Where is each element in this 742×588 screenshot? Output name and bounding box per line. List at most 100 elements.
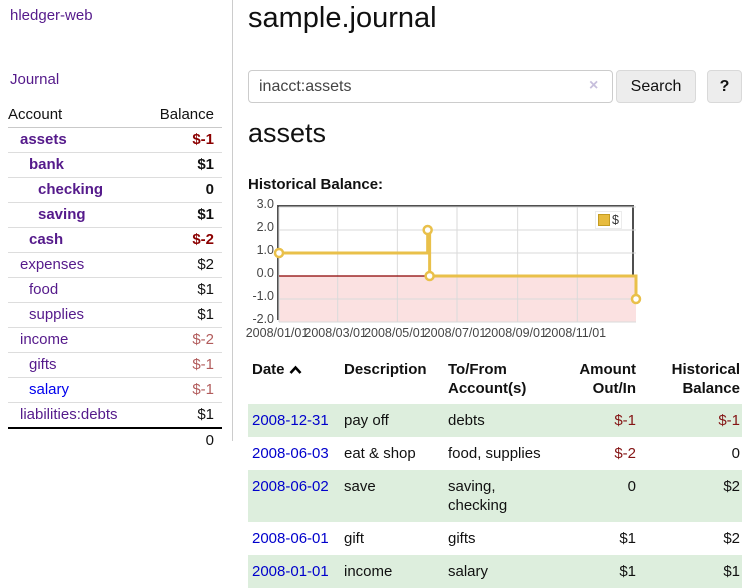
transaction-row: 2008-06-01 gift gifts $1 $2 (248, 522, 742, 555)
transaction-date-link[interactable]: 2008-01-01 (252, 563, 329, 580)
transaction-description: gift (344, 530, 365, 547)
account-row: cash $-2 (8, 227, 222, 253)
help-button[interactable]: ? (707, 70, 742, 103)
historical-balance-chart: $ 3.0 2.0 1.0 0.0 -1.0 -2.0 2008/01/01 2008/03/… (246, 197, 742, 348)
transaction-accounts: saving, checking (448, 470, 562, 522)
accounts-header-balance: Balance (144, 103, 222, 128)
register-header-tofrom: To/From Account(s) (448, 361, 527, 397)
account-balance: $-1 (144, 127, 222, 153)
transaction-amount: $-1 (562, 404, 638, 437)
account-row: gifts $-1 (8, 352, 222, 378)
y-axis-tick-label: 0.0 (256, 266, 274, 280)
transaction-date-link[interactable]: 2008-06-03 (252, 445, 329, 462)
x-axis-tick-label: 2008/07/01 (423, 326, 487, 340)
account-link[interactable]: salary (29, 381, 70, 398)
account-balance: $1 (144, 152, 222, 178)
account-balance: $2 (144, 252, 222, 278)
transaction-amount: 0 (562, 470, 638, 522)
register-header-description: Description (344, 361, 427, 378)
transaction-row: 2008-12-31 pay off debts $-1 $-1 (248, 404, 742, 437)
account-row: assets $-1 (8, 127, 222, 153)
transaction-date-link[interactable]: 2008-06-01 (252, 530, 329, 547)
main-panel: sample.journal × Search ? assets Histori… (246, 0, 742, 588)
app-title-link[interactable]: hledger-web (10, 7, 93, 24)
transaction-row: 2008-01-01 income salary $1 $1 (248, 555, 742, 588)
account-heading: assets (248, 118, 327, 148)
account-link[interactable]: bank (29, 156, 65, 173)
x-axis-tick-label: 2008/01/01 (245, 326, 309, 340)
transaction-accounts: debts (448, 404, 562, 437)
register-table: Date Description To/From Account(s) Amou… (248, 356, 742, 588)
page-title: sample.journal (248, 2, 437, 34)
transaction-amount: $1 (562, 555, 638, 588)
transaction-row: 2008-06-02 save saving, checking 0 $2 (248, 470, 742, 522)
chart-plot-area: $ (273, 205, 642, 323)
account-balance: $-2 (144, 227, 222, 253)
account-link[interactable]: gifts (29, 356, 57, 373)
x-axis-tick-label: 2008/11/01 (544, 326, 607, 340)
transaction-balance: 0 (731, 445, 740, 462)
account-row: expenses $2 (8, 252, 222, 278)
transaction-amount: $1 (619, 530, 636, 547)
transaction-accounts: salary (448, 555, 562, 588)
sidebar: hledger-web Journal Account Balance asse… (0, 0, 233, 453)
account-link[interactable]: cash (29, 231, 64, 248)
search-button[interactable]: Search (616, 70, 696, 103)
x-axis-tick-label: 2008/05/01 (364, 326, 427, 340)
y-axis-tick-label: -2.0 (252, 312, 274, 326)
account-link[interactable]: checking (38, 181, 104, 198)
register-header-balance: Historical Balance (671, 361, 740, 397)
account-balance: $1 (144, 302, 222, 328)
transaction-balance: $1 (638, 555, 742, 588)
account-balance: $-1 (144, 377, 222, 403)
account-link[interactable]: liabilities:debts (20, 406, 118, 423)
search-input[interactable] (248, 70, 613, 103)
legend-label: $ (612, 213, 619, 227)
transaction-accounts: gifts (448, 530, 476, 547)
account-balance: $1 (144, 277, 222, 303)
transaction-row: 2008-06-03 eat & shop food, supplies $-2 0 (248, 437, 742, 470)
accounts-total-row: 0 (8, 427, 222, 453)
account-link[interactable]: expenses (20, 256, 85, 273)
transaction-description: eat & shop (344, 445, 416, 462)
chart-legend: $ (595, 211, 622, 229)
account-balance: $-2 (144, 327, 222, 353)
x-axis-tick-label: 2008/03/01 (304, 326, 367, 340)
account-link[interactable]: food (29, 281, 59, 298)
y-axis-tick-label: 3.0 (256, 197, 274, 211)
account-balance: 0 (144, 177, 222, 203)
account-link[interactable]: supplies (29, 306, 85, 323)
account-link[interactable]: saving (38, 206, 86, 223)
account-row: bank $1 (8, 152, 222, 178)
transaction-date-link[interactable]: 2008-12-31 (252, 412, 329, 429)
transaction-accounts: food, supplies (448, 445, 541, 462)
account-row: checking 0 (8, 177, 222, 203)
account-link[interactable]: assets (20, 131, 67, 148)
accounts-table: Account Balance assets $-1 bank $1 checking 0… (8, 103, 222, 453)
transaction-description: income (344, 555, 448, 588)
x-axis-tick-label: 2008/09/01 (484, 326, 547, 340)
register-header-date[interactable]: Date (248, 356, 344, 404)
account-row: food $1 (8, 277, 222, 303)
account-row: liabilities:debts $1 (8, 402, 222, 429)
y-axis-tick-label: -1.0 (252, 289, 274, 303)
clear-search-icon[interactable]: × (589, 77, 599, 94)
search-form: × Search ? (248, 70, 742, 103)
account-row: income $-2 (8, 327, 222, 353)
transaction-balance: $2 (723, 530, 740, 547)
accounts-header-account: Account (8, 103, 145, 128)
account-link[interactable]: income (20, 331, 69, 348)
account-balance: $1 (144, 202, 222, 228)
account-row: saving $1 (8, 202, 222, 228)
accounts-total: 0 (144, 427, 222, 453)
transaction-balance: $-1 (638, 404, 742, 437)
transaction-balance: $2 (638, 470, 742, 522)
account-row: supplies $1 (8, 302, 222, 328)
legend-swatch-icon (598, 214, 611, 226)
sidebar-item-journal[interactable]: Journal (10, 71, 60, 88)
account-row: salary $-1 (8, 377, 222, 403)
transaction-description: save (344, 470, 448, 522)
y-axis-tick-label: 2.0 (256, 220, 274, 234)
transaction-date-link[interactable]: 2008-06-02 (252, 478, 329, 495)
y-axis-tick-label: 1.0 (256, 243, 274, 257)
